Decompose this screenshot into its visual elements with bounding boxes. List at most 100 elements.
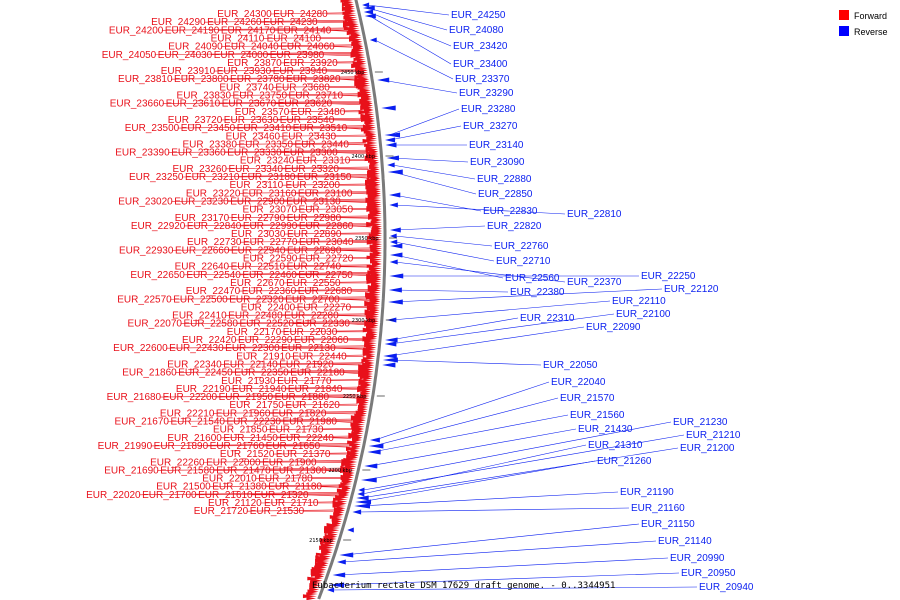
forward-gene-label: EUR_21300 bbox=[272, 465, 327, 476]
reverse-feature bbox=[360, 477, 377, 483]
forward-leader bbox=[171, 76, 358, 80]
forward-gene-label: EUR_22440 bbox=[292, 351, 347, 362]
forward-gene-label: EUR_23160 bbox=[242, 188, 297, 199]
reverse-gene-label: EUR_21190 bbox=[620, 487, 674, 498]
forward-leader bbox=[182, 174, 369, 178]
reverse-feature bbox=[389, 233, 397, 239]
reverse-leader bbox=[365, 421, 672, 481]
reverse-gene-label: EUR_22710 bbox=[496, 256, 551, 267]
reverse-gene-label: EUR_22040 bbox=[551, 377, 606, 388]
reverse-feature bbox=[387, 169, 403, 175]
forward-gene-label: EUR_23410 bbox=[237, 123, 292, 134]
forward-gene-label: EUR_21380 bbox=[212, 482, 267, 493]
forward-gene-label: EUR_23820 bbox=[286, 74, 341, 85]
forward-gene-label: EUR_23930 bbox=[217, 66, 272, 77]
forward-leader bbox=[220, 117, 364, 121]
reverse-feature bbox=[389, 227, 401, 233]
forward-leader bbox=[276, 436, 352, 439]
forward-gene-label: EUR_24060 bbox=[280, 42, 335, 53]
reverse-gene-label: EUR_22250 bbox=[641, 271, 696, 282]
forward-leader bbox=[281, 314, 369, 316]
forward-leader bbox=[170, 296, 370, 300]
forward-gene-label: EUR_23920 bbox=[283, 58, 338, 69]
reverse-feature bbox=[347, 527, 354, 533]
forward-gene-label: EUR_22190 bbox=[176, 384, 231, 395]
forward-gene-label: EUR_23310 bbox=[296, 156, 351, 167]
tick-label: 2200 kbp bbox=[328, 468, 352, 474]
forward-leader bbox=[332, 119, 364, 121]
forward-leader bbox=[307, 494, 338, 497]
forward-gene-label: EUR_22360 bbox=[242, 286, 297, 297]
forward-gene-label: EUR_23830 bbox=[177, 91, 232, 102]
reverse-feature bbox=[385, 142, 397, 148]
forward-gene-label: EUR_22180 bbox=[290, 368, 345, 379]
reverse-gene-label: EUR_23090 bbox=[470, 157, 525, 168]
forward-gene-label: EUR_21610 bbox=[198, 490, 253, 501]
reverse-feature bbox=[388, 287, 402, 293]
genome-title: Eubacterium rectale DSM 17629 draft geno… bbox=[312, 581, 615, 591]
reverse-feature bbox=[389, 202, 398, 208]
reverse-feature bbox=[339, 552, 354, 558]
forward-gene-label: EUR_21540 bbox=[170, 417, 225, 428]
legend-forward-swatch bbox=[839, 10, 849, 20]
reverse-gene-label: EUR_22050 bbox=[543, 360, 598, 371]
reverse-gene-label: EUR_22760 bbox=[494, 241, 549, 252]
reverse-gene-label: EUR_21140 bbox=[658, 536, 712, 547]
forward-leader bbox=[215, 395, 359, 398]
forward-gene-label: EUR_23030 bbox=[231, 229, 286, 240]
forward-leader bbox=[270, 12, 345, 15]
forward-leader bbox=[227, 199, 371, 202]
forward-gene-label: EUR_21930 bbox=[221, 376, 276, 387]
forward-gene-label: EUR_24280 bbox=[273, 9, 328, 20]
forward-gene-label: EUR_21120 bbox=[208, 498, 262, 509]
forward-gene-label: EUR_23210 bbox=[185, 172, 240, 183]
forward-gene-label: EUR_23260 bbox=[172, 164, 227, 175]
forward-gene-label: EUR_22450 bbox=[178, 368, 233, 379]
forward-leader bbox=[259, 461, 347, 463]
forward-gene-label: EUR_23540 bbox=[280, 115, 335, 126]
forward-feature bbox=[364, 300, 380, 307]
kbp-ticks: 2450 kbp 2400 kbp 2350 kbp 2300 kbp 2250 kbp… bbox=[309, 70, 397, 544]
reverse-leader bbox=[362, 444, 587, 495]
backbone-arc bbox=[317, 0, 387, 600]
forward-leader bbox=[195, 493, 339, 496]
forward-leader bbox=[337, 168, 369, 170]
forward-feature bbox=[357, 72, 369, 77]
forward-leader bbox=[280, 61, 356, 64]
forward-gene-label: EUR_21750 bbox=[229, 400, 284, 411]
reverse-leader bbox=[391, 157, 469, 163]
reverse-gene-label: EUR_21560 bbox=[570, 410, 625, 421]
reverse-feature bbox=[381, 105, 396, 111]
forward-leader bbox=[336, 152, 368, 155]
forward-leader bbox=[168, 149, 367, 153]
forward-gene-label: EUR_23750 bbox=[233, 91, 288, 102]
forward-gene-label: EUR_21890 bbox=[154, 441, 209, 452]
forward-leader bbox=[265, 485, 341, 488]
forward-gene-label: EUR_22470 bbox=[186, 286, 241, 297]
forward-gene-label: EUR_22680 bbox=[298, 286, 353, 297]
forward-leader bbox=[246, 509, 335, 512]
forward-leader bbox=[340, 388, 360, 390]
forward-gene-label: EUR_23070 bbox=[243, 205, 298, 216]
reverse-feature bbox=[383, 353, 397, 359]
forward-feature bbox=[306, 596, 316, 600]
forward-gene-label: EUR_24110 bbox=[211, 33, 265, 44]
forward-leader bbox=[325, 70, 357, 72]
reverse-feature bbox=[355, 499, 372, 505]
forward-leader bbox=[324, 413, 356, 415]
reverse-feature bbox=[367, 449, 381, 455]
reverse-gene-label: EUR_22880 bbox=[477, 174, 532, 185]
forward-gene-label: EUR_21990 bbox=[98, 441, 153, 452]
forward-leader bbox=[213, 68, 357, 72]
forward-gene-label: EUR_23740 bbox=[219, 82, 274, 93]
forward-leader bbox=[276, 363, 364, 365]
reverse-feature bbox=[363, 9, 374, 15]
forward-gene-label: EUR_22540 bbox=[186, 270, 241, 281]
forward-leader bbox=[227, 264, 371, 267]
forward-feature bbox=[332, 504, 347, 508]
forward-gene-label: EUR_21950 bbox=[219, 392, 274, 403]
forward-feature bbox=[349, 24, 360, 29]
forward-leader bbox=[212, 411, 357, 414]
forward-leader bbox=[260, 21, 347, 23]
